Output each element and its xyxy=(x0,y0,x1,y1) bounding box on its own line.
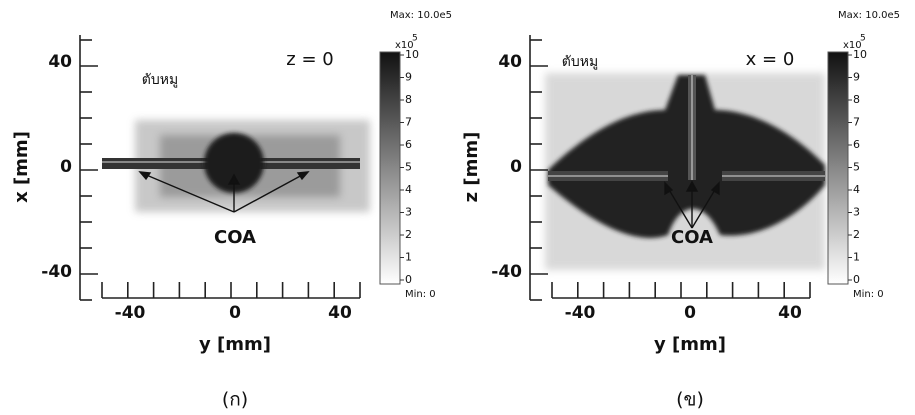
annotation: COA xyxy=(214,227,256,248)
tissue-label: ตับหมู xyxy=(562,54,598,70)
colorbar-tick-label: 7 xyxy=(405,116,412,129)
colorbar-tick-label: 4 xyxy=(853,183,860,196)
colorbar-tick-label: 9 xyxy=(405,71,412,84)
slice-label: x = 0 xyxy=(746,49,795,70)
colorbar-exponent: 5 xyxy=(860,34,866,44)
colorbar xyxy=(827,51,849,285)
y-axis-label: x [mm] xyxy=(11,131,32,203)
colorbar-tick-label: 10 xyxy=(853,48,867,61)
colorbar-tick-label: 5 xyxy=(853,161,860,174)
colorbar-tick-label: 0 xyxy=(853,273,860,286)
colorbar-max: Max: 10.0e5 xyxy=(838,10,900,21)
colorbar-tick-label: 2 xyxy=(853,228,860,241)
y-tick-label: -40 xyxy=(41,262,72,282)
colorbar xyxy=(379,51,401,285)
heatmap-right xyxy=(545,73,825,270)
colorbar-tick-label: 10 xyxy=(405,48,419,61)
heatmap-left xyxy=(102,120,370,213)
caption: (ก) xyxy=(222,389,248,411)
y-tick-label: 40 xyxy=(498,52,522,72)
colorbar-min: Min: 0 xyxy=(405,289,436,300)
colorbar-tick-label: 4 xyxy=(405,183,412,196)
colorbar-multiplier: x10 xyxy=(843,40,862,51)
colorbar-tick-label: 2 xyxy=(405,228,412,241)
y-tick-label: 40 xyxy=(48,52,72,72)
y-tick-label: 0 xyxy=(510,157,522,177)
colorbar-max: Max: 10.0e5 xyxy=(390,10,452,21)
x-tick-label: -40 xyxy=(115,303,146,323)
x-tick-label: 0 xyxy=(684,303,696,323)
colorbar-tick-label: 8 xyxy=(405,93,412,106)
colorbar-tick-label: 3 xyxy=(853,206,860,219)
x-tick-label: 0 xyxy=(229,303,241,323)
y-tick-label: -40 xyxy=(491,262,522,282)
x-axis-label: y [mm] xyxy=(199,334,271,355)
caption: (ข) xyxy=(676,389,704,411)
tissue-label: ตับหมู xyxy=(142,72,178,88)
colorbar-tick-label: 7 xyxy=(853,116,860,129)
colorbar-exponent: 5 xyxy=(412,34,418,44)
slice-label: z = 0 xyxy=(286,49,333,70)
colorbar-tick-label: 6 xyxy=(853,138,860,151)
colorbar-tick-label: 5 xyxy=(405,161,412,174)
x-axis-label: y [mm] xyxy=(654,334,726,355)
colorbar-min: Min: 0 xyxy=(853,289,884,300)
annotation: COA xyxy=(671,227,713,248)
colorbar-tick-label: 6 xyxy=(405,138,412,151)
colorbar-tick-label: 9 xyxy=(853,71,860,84)
x-tick-label: 40 xyxy=(328,303,352,323)
colorbar-tick-label: 1 xyxy=(853,251,860,264)
colorbar-tick-label: 3 xyxy=(405,206,412,219)
colorbar-tick-label: 0 xyxy=(405,273,412,286)
colorbar-multiplier: x10 xyxy=(395,40,414,51)
y-tick-label: 0 xyxy=(60,157,72,177)
colorbar-tick-label: 1 xyxy=(405,251,412,264)
colorbar-tick-label: 8 xyxy=(853,93,860,106)
y-axis-label: z [mm] xyxy=(461,132,482,203)
x-tick-label: 40 xyxy=(778,303,802,323)
x-tick-label: -40 xyxy=(565,303,596,323)
panels: 400-40x [mm]-40 0 40y [mm]z = 0ตับหมูCOA(ก… xyxy=(11,10,900,411)
